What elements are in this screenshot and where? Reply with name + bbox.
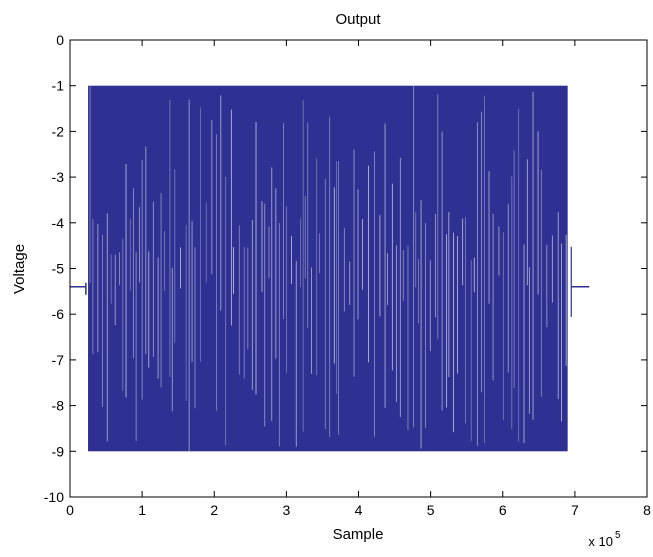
series-oscillation-band [88,85,568,452]
y-tick-label: -5 [52,261,65,277]
x-multiplier: x 10 5 [588,530,621,549]
y-tick-label: -9 [52,443,65,459]
y-tick-label: -4 [52,215,65,231]
x-multiplier-base: x 10 [588,534,613,549]
series-oscillation-gaps [89,85,567,452]
y-tick-label: -6 [52,306,65,322]
x-multiplier-exponent: 5 [615,530,621,541]
x-tick-label: 0 [66,502,74,518]
axes-layer: 0 1 2 3 4 5 6 7 8 0 -1 -2 -3 -4 -5 -6 -7 -8 -9 -10 [44,32,651,518]
x-tick-label: 6 [499,502,507,518]
x-tick-label: 1 [138,502,146,518]
x-tick-label: 8 [643,502,651,518]
x-tick-label: 7 [571,502,579,518]
x-tick-label: 3 [282,502,290,518]
x-tick-label: 5 [427,502,435,518]
y-tick-label: -8 [52,398,65,414]
y-tick-label: -1 [52,78,65,94]
x-tick-label: 2 [210,502,218,518]
y-tick-label: -10 [44,489,64,505]
plot-layer [70,85,590,452]
chart-title: Output [335,11,381,28]
x-axis-label: Sample [333,526,384,543]
y-tick-label: -2 [52,123,65,139]
y-axis-label: Voltage [11,244,28,294]
x-tick-label: 4 [355,502,363,518]
y-tick-label: -7 [52,352,65,368]
series-0 [70,85,590,452]
y-tick-label: -3 [52,169,65,185]
y-tick-label: 0 [56,32,64,48]
